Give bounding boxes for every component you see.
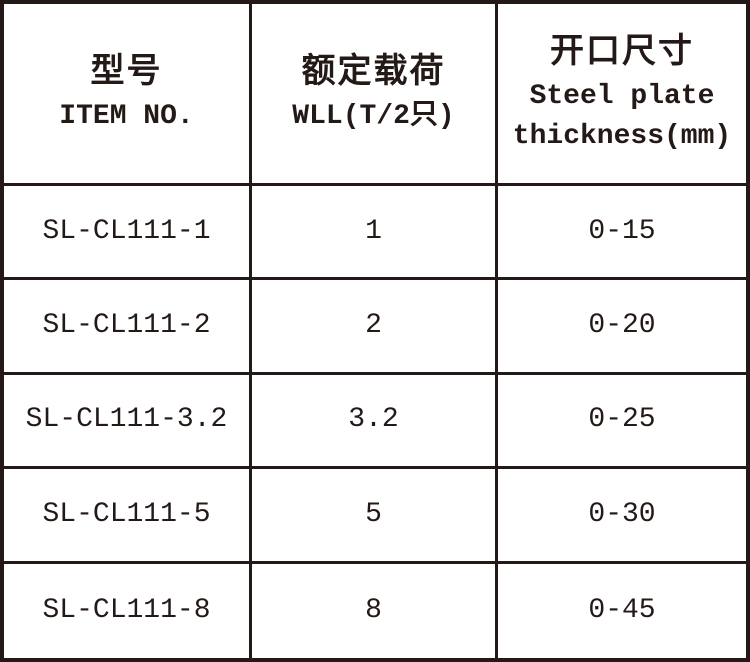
cell-opening: 0-45: [588, 594, 656, 626]
cell-opening: 0-30: [588, 498, 656, 530]
header-cell-thickness: 开口尺寸 Steel plate thickness(mm): [498, 4, 746, 186]
table-row-3-wll: 3.2: [252, 374, 498, 470]
cell-item-no: SL-CL111-2: [42, 310, 211, 342]
header-cell-wll: 额定载荷 WLL(T/2只): [252, 4, 498, 186]
table-row-4-opening: 0-30: [498, 469, 746, 564]
table-row-1-item-no: SL-CL111-1: [4, 186, 252, 281]
table-row-4-wll: 5: [252, 469, 498, 564]
cell-item-no: SL-CL111-1: [42, 215, 211, 247]
cell-opening: 0-20: [588, 310, 656, 342]
table-row-3-opening: 0-25: [498, 375, 746, 470]
header-thickness-cn: 开口尺寸: [550, 34, 694, 73]
header-wll-cn: 额定载荷: [301, 54, 446, 93]
cell-opening: 0-25: [588, 404, 656, 436]
cell-wll: 5: [365, 498, 382, 530]
table-row-1-wll: 1: [252, 186, 498, 281]
table-row-3-item-no: SL-CL111-3.2: [4, 374, 252, 470]
table-row-5-opening: 0-45: [498, 564, 746, 658]
table-row-2-wll: 2: [252, 280, 498, 375]
table-row-5-item-no: SL-CL111-8: [4, 563, 252, 658]
header-thickness-en-line1: Steel plate: [529, 80, 715, 112]
table-row-5-wll: 8: [252, 563, 498, 658]
cell-wll: 3.2: [348, 404, 399, 436]
header-item-no-cn: 型号: [90, 54, 163, 93]
cell-opening: 0-15: [588, 215, 656, 247]
cell-wll: 8: [365, 594, 382, 626]
table-row-2-opening: 0-20: [498, 280, 746, 375]
cell-item-no: SL-CL111-8: [42, 594, 211, 626]
header-item-no-en: ITEM NO.: [59, 100, 194, 132]
cell-wll: 2: [365, 310, 382, 342]
header-wll-en: WLL(T/2只): [292, 100, 455, 132]
header-cell-item-no: 型号 ITEM NO.: [4, 4, 252, 186]
cell-wll: 1: [365, 215, 382, 247]
header-thickness-en-line2: thickness(mm): [512, 120, 732, 152]
cell-item-no: SL-CL111-3.2: [25, 404, 228, 436]
table-row-4-item-no: SL-CL111-5: [4, 469, 252, 564]
cell-item-no: SL-CL111-5: [42, 498, 211, 530]
table-row-1-opening: 0-15: [498, 186, 746, 281]
table-row-2-item-no: SL-CL111-2: [4, 280, 252, 375]
